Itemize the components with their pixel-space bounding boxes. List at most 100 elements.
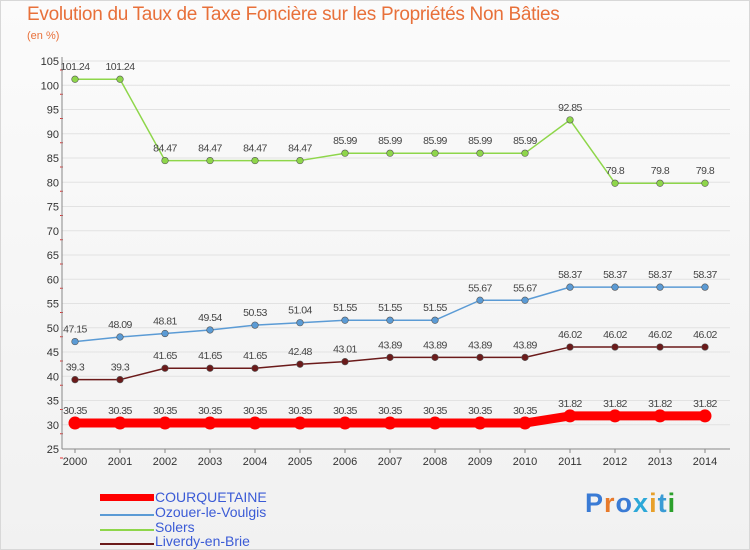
point-ozouer-le-voulgis-2014 — [701, 283, 709, 291]
point-courquetaine-2002 — [158, 416, 172, 430]
point-solers-2006 — [341, 149, 349, 157]
data-label-courquetaine-2007: 30.35 — [378, 405, 402, 417]
data-label-solers-2004: 84.47 — [243, 143, 267, 155]
legend-swatch-liverdy-en-brie — [100, 543, 154, 545]
point-ozouer-le-voulgis-2013 — [656, 283, 664, 291]
point-solers-2013 — [656, 179, 664, 187]
y-tick-label-75: 75 — [47, 202, 59, 214]
y-tick-label-60: 60 — [47, 274, 59, 286]
point-liverdy-en-brie-2009 — [476, 353, 484, 361]
y-tick-label-65: 65 — [47, 250, 59, 262]
data-label-ozouer-le-voulgis-2004: 50.53 — [243, 307, 267, 319]
data-label-solers-2009: 85.99 — [468, 135, 492, 147]
y-tick-label-55: 55 — [47, 299, 59, 311]
data-label-ozouer-le-voulgis-2006: 51.55 — [333, 302, 357, 314]
data-label-courquetaine-2011: 31.82 — [558, 398, 582, 410]
data-label-solers-2007: 85.99 — [378, 135, 402, 147]
y-tick-label-80: 80 — [47, 177, 59, 189]
data-label-liverdy-en-brie-2014: 46.02 — [693, 329, 717, 341]
data-label-courquetaine-2012: 31.82 — [603, 398, 627, 410]
point-solers-2003 — [206, 156, 214, 165]
data-label-courquetaine-2005: 30.35 — [288, 405, 312, 417]
y-tick-label-90: 90 — [47, 129, 59, 141]
point-solers-2004 — [251, 156, 259, 165]
y-tick-label-105: 105 — [41, 56, 59, 68]
x-tick-label-2001: 2001 — [108, 456, 132, 468]
legend-swatch-solers — [100, 529, 154, 531]
data-label-ozouer-le-voulgis-2007: 51.55 — [378, 302, 402, 314]
data-label-ozouer-le-voulgis-2008: 51.55 — [423, 302, 447, 314]
data-label-solers-2002: 84.47 — [153, 143, 177, 155]
logo-letter: i — [649, 488, 658, 518]
data-label-courquetaine-2010: 30.35 — [513, 405, 537, 417]
point-courquetaine-2011 — [563, 409, 577, 423]
y-tick-label-25: 25 — [47, 444, 59, 456]
data-label-courquetaine-2008: 30.35 — [423, 405, 447, 417]
data-label-liverdy-en-brie-2003: 41.65 — [198, 350, 222, 362]
y-tick-label-70: 70 — [47, 226, 59, 238]
y-tick-label-100: 100 — [41, 80, 59, 92]
data-label-liverdy-en-brie-2013: 46.02 — [648, 329, 672, 341]
point-liverdy-en-brie-2014 — [701, 343, 709, 351]
legend-label-liverdy-en-brie: Liverdy-en-Brie — [155, 533, 250, 549]
point-liverdy-en-brie-2013 — [656, 343, 664, 351]
logo-letter: r — [604, 488, 616, 518]
data-label-courquetaine-2003: 30.35 — [198, 405, 222, 417]
x-tick-label-2009: 2009 — [468, 456, 492, 468]
data-label-ozouer-le-voulgis-2002: 48.81 — [153, 316, 177, 328]
data-label-ozouer-le-voulgis-2009: 55.67 — [468, 282, 492, 294]
point-solers-2009 — [476, 149, 484, 157]
point-liverdy-en-brie-2001 — [116, 376, 124, 384]
data-label-ozouer-le-voulgis-2012: 58.37 — [603, 269, 627, 281]
point-courquetaine-2006 — [338, 416, 352, 430]
point-ozouer-le-voulgis-2001 — [116, 333, 124, 341]
data-label-solers-2012: 79.8 — [606, 165, 625, 177]
point-liverdy-en-brie-2000 — [71, 376, 79, 384]
chart-title: Evolution du Taux de Taxe Foncière sur l… — [27, 4, 560, 25]
legend-label-ozouer-le-voulgis: Ozouer-le-Voulgis — [155, 504, 267, 520]
data-label-ozouer-le-voulgis-2010: 55.67 — [513, 282, 537, 294]
y-tick-label-85: 85 — [47, 153, 59, 165]
point-ozouer-le-voulgis-2009 — [476, 296, 484, 304]
data-label-liverdy-en-brie-2012: 46.02 — [603, 329, 627, 341]
point-courquetaine-2007 — [383, 416, 397, 430]
point-ozouer-le-voulgis-2006 — [341, 316, 349, 324]
point-liverdy-en-brie-2006 — [341, 358, 349, 366]
point-ozouer-le-voulgis-2011 — [566, 283, 574, 291]
data-label-ozouer-le-voulgis-2014: 58.37 — [693, 269, 717, 281]
logo-letter: x — [633, 488, 650, 518]
point-courquetaine-2013 — [653, 409, 667, 423]
data-label-solers-2011: 92.85 — [558, 102, 582, 114]
x-tick-label-2002: 2002 — [153, 456, 177, 468]
x-tick-label-2003: 2003 — [198, 456, 222, 468]
data-label-liverdy-en-brie-2007: 43.89 — [378, 339, 402, 351]
data-label-courquetaine-2001: 30.35 — [108, 405, 132, 417]
point-liverdy-en-brie-2007 — [386, 353, 394, 361]
x-tick-label-2014: 2014 — [693, 456, 717, 468]
point-solers-2014 — [701, 179, 709, 187]
x-tick-label-2000: 2000 — [63, 456, 87, 468]
legend-swatch-ozouer-le-voulgis — [100, 514, 154, 516]
logo-letter: P — [585, 488, 605, 518]
legend-label-solers: Solers — [155, 519, 195, 535]
data-label-liverdy-en-brie-2001: 39.3 — [111, 362, 130, 374]
x-tick-label-2004: 2004 — [243, 456, 267, 468]
data-label-liverdy-en-brie-2000: 39.3 — [66, 362, 85, 374]
x-tick-label-2005: 2005 — [288, 456, 312, 468]
point-courquetaine-2014 — [698, 409, 712, 423]
data-label-solers-2001: 101.24 — [105, 61, 135, 73]
data-label-liverdy-en-brie-2002: 41.65 — [153, 350, 177, 362]
point-courquetaine-2005 — [293, 416, 307, 430]
data-label-liverdy-en-brie-2005: 42.48 — [288, 346, 312, 358]
point-solers-2008 — [431, 149, 439, 157]
data-label-courquetaine-2009: 30.35 — [468, 405, 492, 417]
point-ozouer-le-voulgis-2012 — [611, 283, 619, 291]
logo-letter: t — [657, 488, 668, 518]
data-label-solers-2006: 85.99 — [333, 135, 357, 147]
point-liverdy-en-brie-2008 — [431, 353, 439, 361]
y-tick-label-45: 45 — [47, 347, 59, 359]
y-tick-label-50: 50 — [47, 323, 59, 335]
point-solers-2010 — [521, 149, 529, 157]
